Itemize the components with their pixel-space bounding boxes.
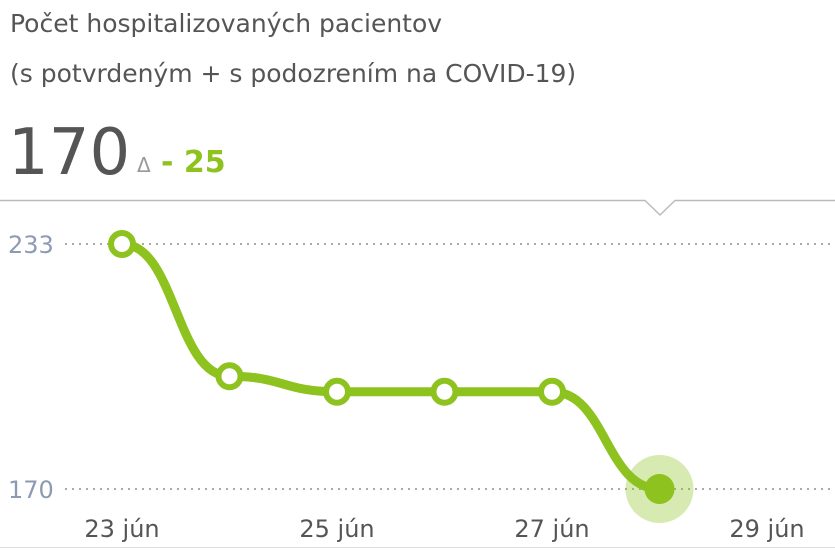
- point: [644, 474, 675, 504]
- point: [538, 377, 566, 406]
- y-tick-label: 170: [8, 476, 54, 504]
- point: [108, 230, 136, 258]
- point: [323, 377, 351, 406]
- point: [430, 377, 459, 406]
- delta-symbol: Δ: [137, 153, 151, 177]
- x-tick-label: 27 jún: [514, 515, 589, 543]
- current-value: 170: [8, 116, 130, 190]
- x-tick-label: 23 jún: [84, 515, 159, 543]
- delta-value: - 25: [161, 145, 226, 180]
- y-tick-label: 233: [8, 231, 54, 259]
- line: [117, 239, 664, 494]
- separator: [0, 199, 835, 217]
- chart-title: Počet hospitalizovaných pacientov: [10, 9, 442, 38]
- x-tick-label: 29 jún: [729, 515, 804, 543]
- chart-subtitle: (s potvrdeným + s podozrením na COVID-19…: [10, 59, 576, 88]
- x-tick-label: 25 jún: [299, 515, 374, 543]
- point: [215, 362, 244, 391]
